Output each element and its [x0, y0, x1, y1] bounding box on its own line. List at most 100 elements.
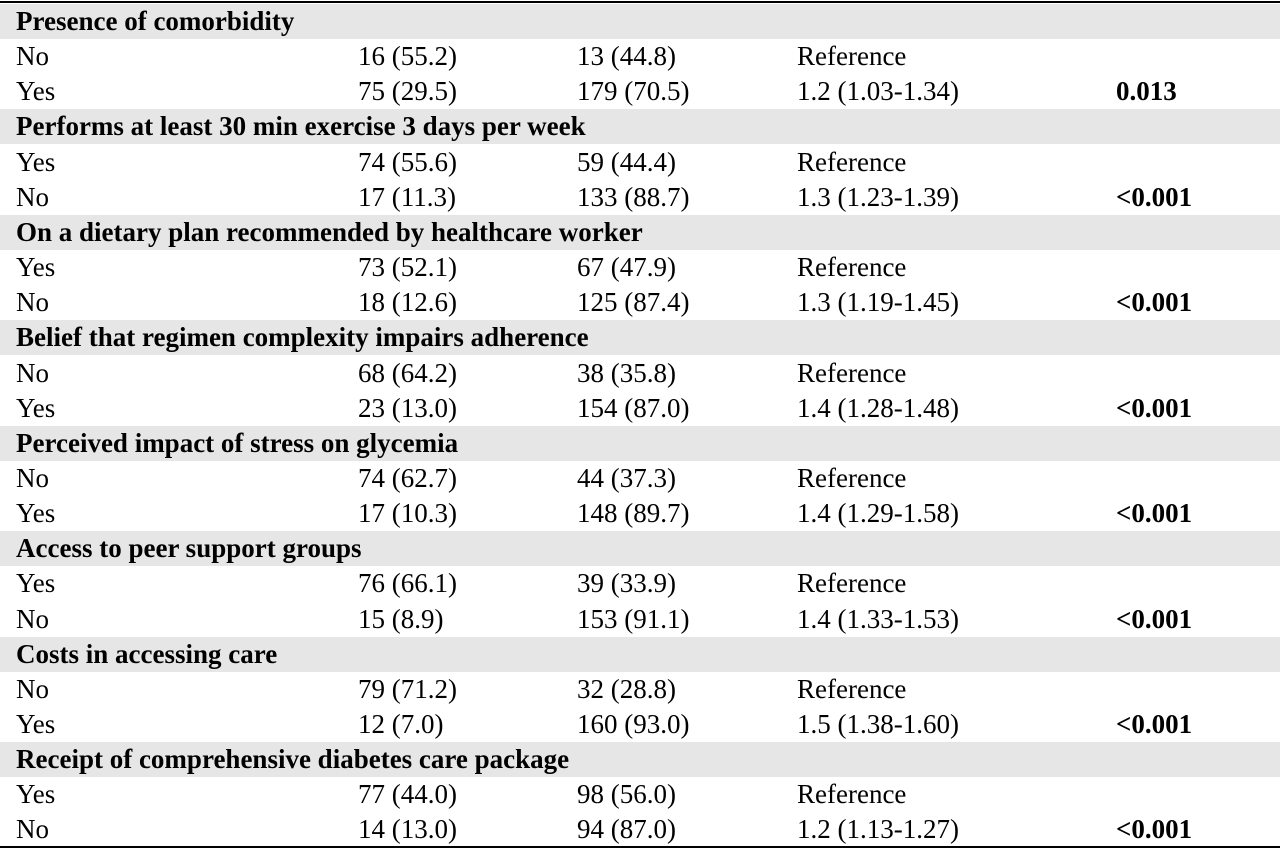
table-row: Yes 23 (13.0) 154 (87.0) 1.4 (1.28-1.48) <0.…	[0, 391, 1280, 426]
ratio-cell: Reference	[797, 41, 907, 72]
ratio-cell: Reference	[797, 357, 907, 388]
row-label: No	[16, 287, 49, 318]
row-label: No	[16, 814, 49, 845]
count-col-2: 133 (88.7)	[577, 181, 690, 212]
table-row: No 14 (13.0) 94 (87.0) 1.2 (1.13-1.27) <0.00…	[0, 812, 1280, 847]
p-value: 0.013	[1116, 76, 1177, 107]
group-title: Presence of comorbidity	[16, 6, 295, 36]
count-col-2: 179 (70.5)	[577, 76, 690, 107]
group-title: Access to peer support groups	[16, 533, 362, 564]
group-header: Performs at least 30 min exercise 3 days…	[0, 109, 1280, 145]
count-col-2: 13 (44.8)	[577, 41, 676, 72]
p-value: <0.001	[1116, 603, 1193, 634]
count-col-2: 94 (87.0)	[577, 814, 676, 845]
row-label: Yes	[16, 498, 56, 529]
row-label: No	[16, 357, 49, 388]
ratio-cell: Reference	[797, 568, 907, 599]
count-col-2: 153 (91.1)	[577, 603, 690, 634]
row-label: No	[16, 181, 49, 212]
ratio-cell: 1.5 (1.38-1.60)	[797, 709, 959, 739]
row-label: Yes	[16, 146, 56, 177]
table-row: Yes 75 (29.5) 179 (70.5) 1.2 (1.03-1.34) 0.0…	[0, 74, 1280, 109]
count-col-1: 74 (55.6)	[358, 146, 457, 177]
table-row: No 18 (12.6) 125 (87.4) 1.3 (1.19-1.45) <0.0…	[0, 285, 1280, 320]
group-header: Costs in accessing care	[0, 636, 1280, 672]
ratio-cell: 1.4 (1.33-1.53)	[797, 603, 959, 634]
ratio-cell: 1.3 (1.19-1.45)	[797, 287, 959, 318]
count-col-2: 32 (28.8)	[577, 673, 676, 704]
table-row: Yes 17 (10.3) 148 (89.7) 1.4 (1.29-1.58) <0.…	[0, 496, 1280, 531]
group-header: Receipt of comprehensive diabetes care p…	[0, 742, 1280, 778]
group-title: Belief that regimen complexity impairs a…	[16, 322, 589, 353]
row-label: No	[16, 462, 49, 493]
row-label: Yes	[16, 76, 56, 107]
table-row: No 17 (11.3) 133 (88.7) 1.3 (1.23-1.39) <0.0…	[0, 180, 1280, 215]
ratio-cell: 1.4 (1.28-1.48)	[797, 392, 959, 423]
count-col-2: 67 (47.9)	[577, 252, 676, 283]
table-row: No 16 (55.2) 13 (44.8) Reference	[0, 39, 1280, 74]
ratio-cell: 1.2 (1.13-1.27)	[797, 814, 959, 845]
count-col-2: 154 (87.0)	[577, 392, 690, 423]
count-col-2: 125 (87.4)	[577, 287, 690, 318]
table-row: Yes 74 (55.6) 59 (44.4) Reference	[0, 145, 1280, 180]
p-value: <0.001	[1116, 287, 1193, 318]
count-col-1: 15 (8.9)	[358, 603, 444, 634]
table-row: No 79 (71.2) 32 (28.8) Reference	[0, 672, 1280, 707]
count-col-1: 17 (10.3)	[358, 498, 457, 529]
count-col-1: 74 (62.7)	[358, 462, 457, 493]
group-title: Performs at least 30 min exercise 3 days…	[16, 111, 586, 142]
group-title: Perceived impact of stress on glycemia	[16, 427, 459, 458]
table-row: No 15 (8.9) 153 (91.1) 1.4 (1.33-1.53) <0.00…	[0, 602, 1280, 637]
count-col-2: 98 (56.0)	[577, 779, 676, 810]
count-col-1: 77 (44.0)	[358, 779, 457, 810]
row-label: No	[16, 603, 49, 634]
count-col-1: 14 (13.0)	[358, 814, 457, 845]
row-label: Yes	[16, 252, 56, 283]
ratio-cell: Reference	[797, 779, 907, 810]
count-col-1: 68 (64.2)	[358, 357, 457, 388]
ratio-cell: 1.3 (1.23-1.39)	[797, 181, 959, 212]
count-col-2: 38 (35.8)	[577, 357, 676, 388]
count-col-1: 18 (12.6)	[358, 287, 457, 318]
group-header: Perceived impact of stress on glycemia	[0, 425, 1280, 461]
group-header: Access to peer support groups	[0, 531, 1280, 567]
row-label: Yes	[16, 709, 56, 739]
group-header: Belief that regimen complexity impairs a…	[0, 320, 1280, 356]
count-col-1: 23 (13.0)	[358, 392, 457, 423]
row-label: No	[16, 41, 49, 72]
p-value: <0.001	[1116, 181, 1193, 212]
table-top-rule	[0, 1, 1280, 3]
count-col-2: 59 (44.4)	[577, 146, 676, 177]
count-col-2: 148 (89.7)	[577, 498, 690, 529]
ratio-cell: Reference	[797, 462, 907, 493]
count-col-2: 160 (93.0)	[577, 709, 690, 739]
count-col-1: 76 (66.1)	[358, 568, 457, 599]
ratio-cell: Reference	[797, 673, 907, 704]
count-col-1: 79 (71.2)	[358, 673, 457, 704]
table-row: Yes 77 (44.0) 98 (56.0) Reference	[0, 777, 1280, 812]
group-header: On a dietary plan recommended by healthc…	[0, 214, 1280, 250]
count-col-1: 16 (55.2)	[358, 41, 457, 72]
count-col-2: 44 (37.3)	[577, 462, 676, 493]
group-title: Receipt of comprehensive diabetes care p…	[16, 744, 570, 775]
ratio-cell: 1.4 (1.29-1.58)	[797, 498, 959, 529]
table-row: Yes 76 (66.1) 39 (33.9) Reference	[0, 566, 1280, 601]
group-title: On a dietary plan recommended by healthc…	[16, 216, 643, 247]
ratio-cell: Reference	[797, 146, 907, 177]
p-value: <0.001	[1116, 814, 1193, 845]
count-col-2: 39 (33.9)	[577, 568, 676, 599]
table-row: Yes 73 (52.1) 67 (47.9) Reference	[0, 250, 1280, 285]
count-col-1: 17 (11.3)	[358, 181, 456, 212]
row-label: No	[16, 673, 49, 704]
table-row: Yes 12 (7.0) 160 (93.0) 1.5 (1.38-1.60) <0.0…	[0, 707, 1280, 742]
table-row: No 74 (62.7) 44 (37.3) Reference	[0, 461, 1280, 496]
p-value: <0.001	[1116, 498, 1193, 529]
group-title: Costs in accessing care	[16, 638, 278, 669]
ratio-cell: 1.2 (1.03-1.34)	[797, 76, 959, 107]
table-row: No 68 (64.2) 38 (35.8) Reference	[0, 356, 1280, 391]
row-label: Yes	[16, 568, 56, 599]
count-col-1: 75 (29.5)	[358, 76, 457, 107]
group-header: Presence of comorbidity	[0, 4, 1280, 39]
p-value: <0.001	[1116, 392, 1193, 423]
table-bottom-rule	[0, 846, 1280, 848]
